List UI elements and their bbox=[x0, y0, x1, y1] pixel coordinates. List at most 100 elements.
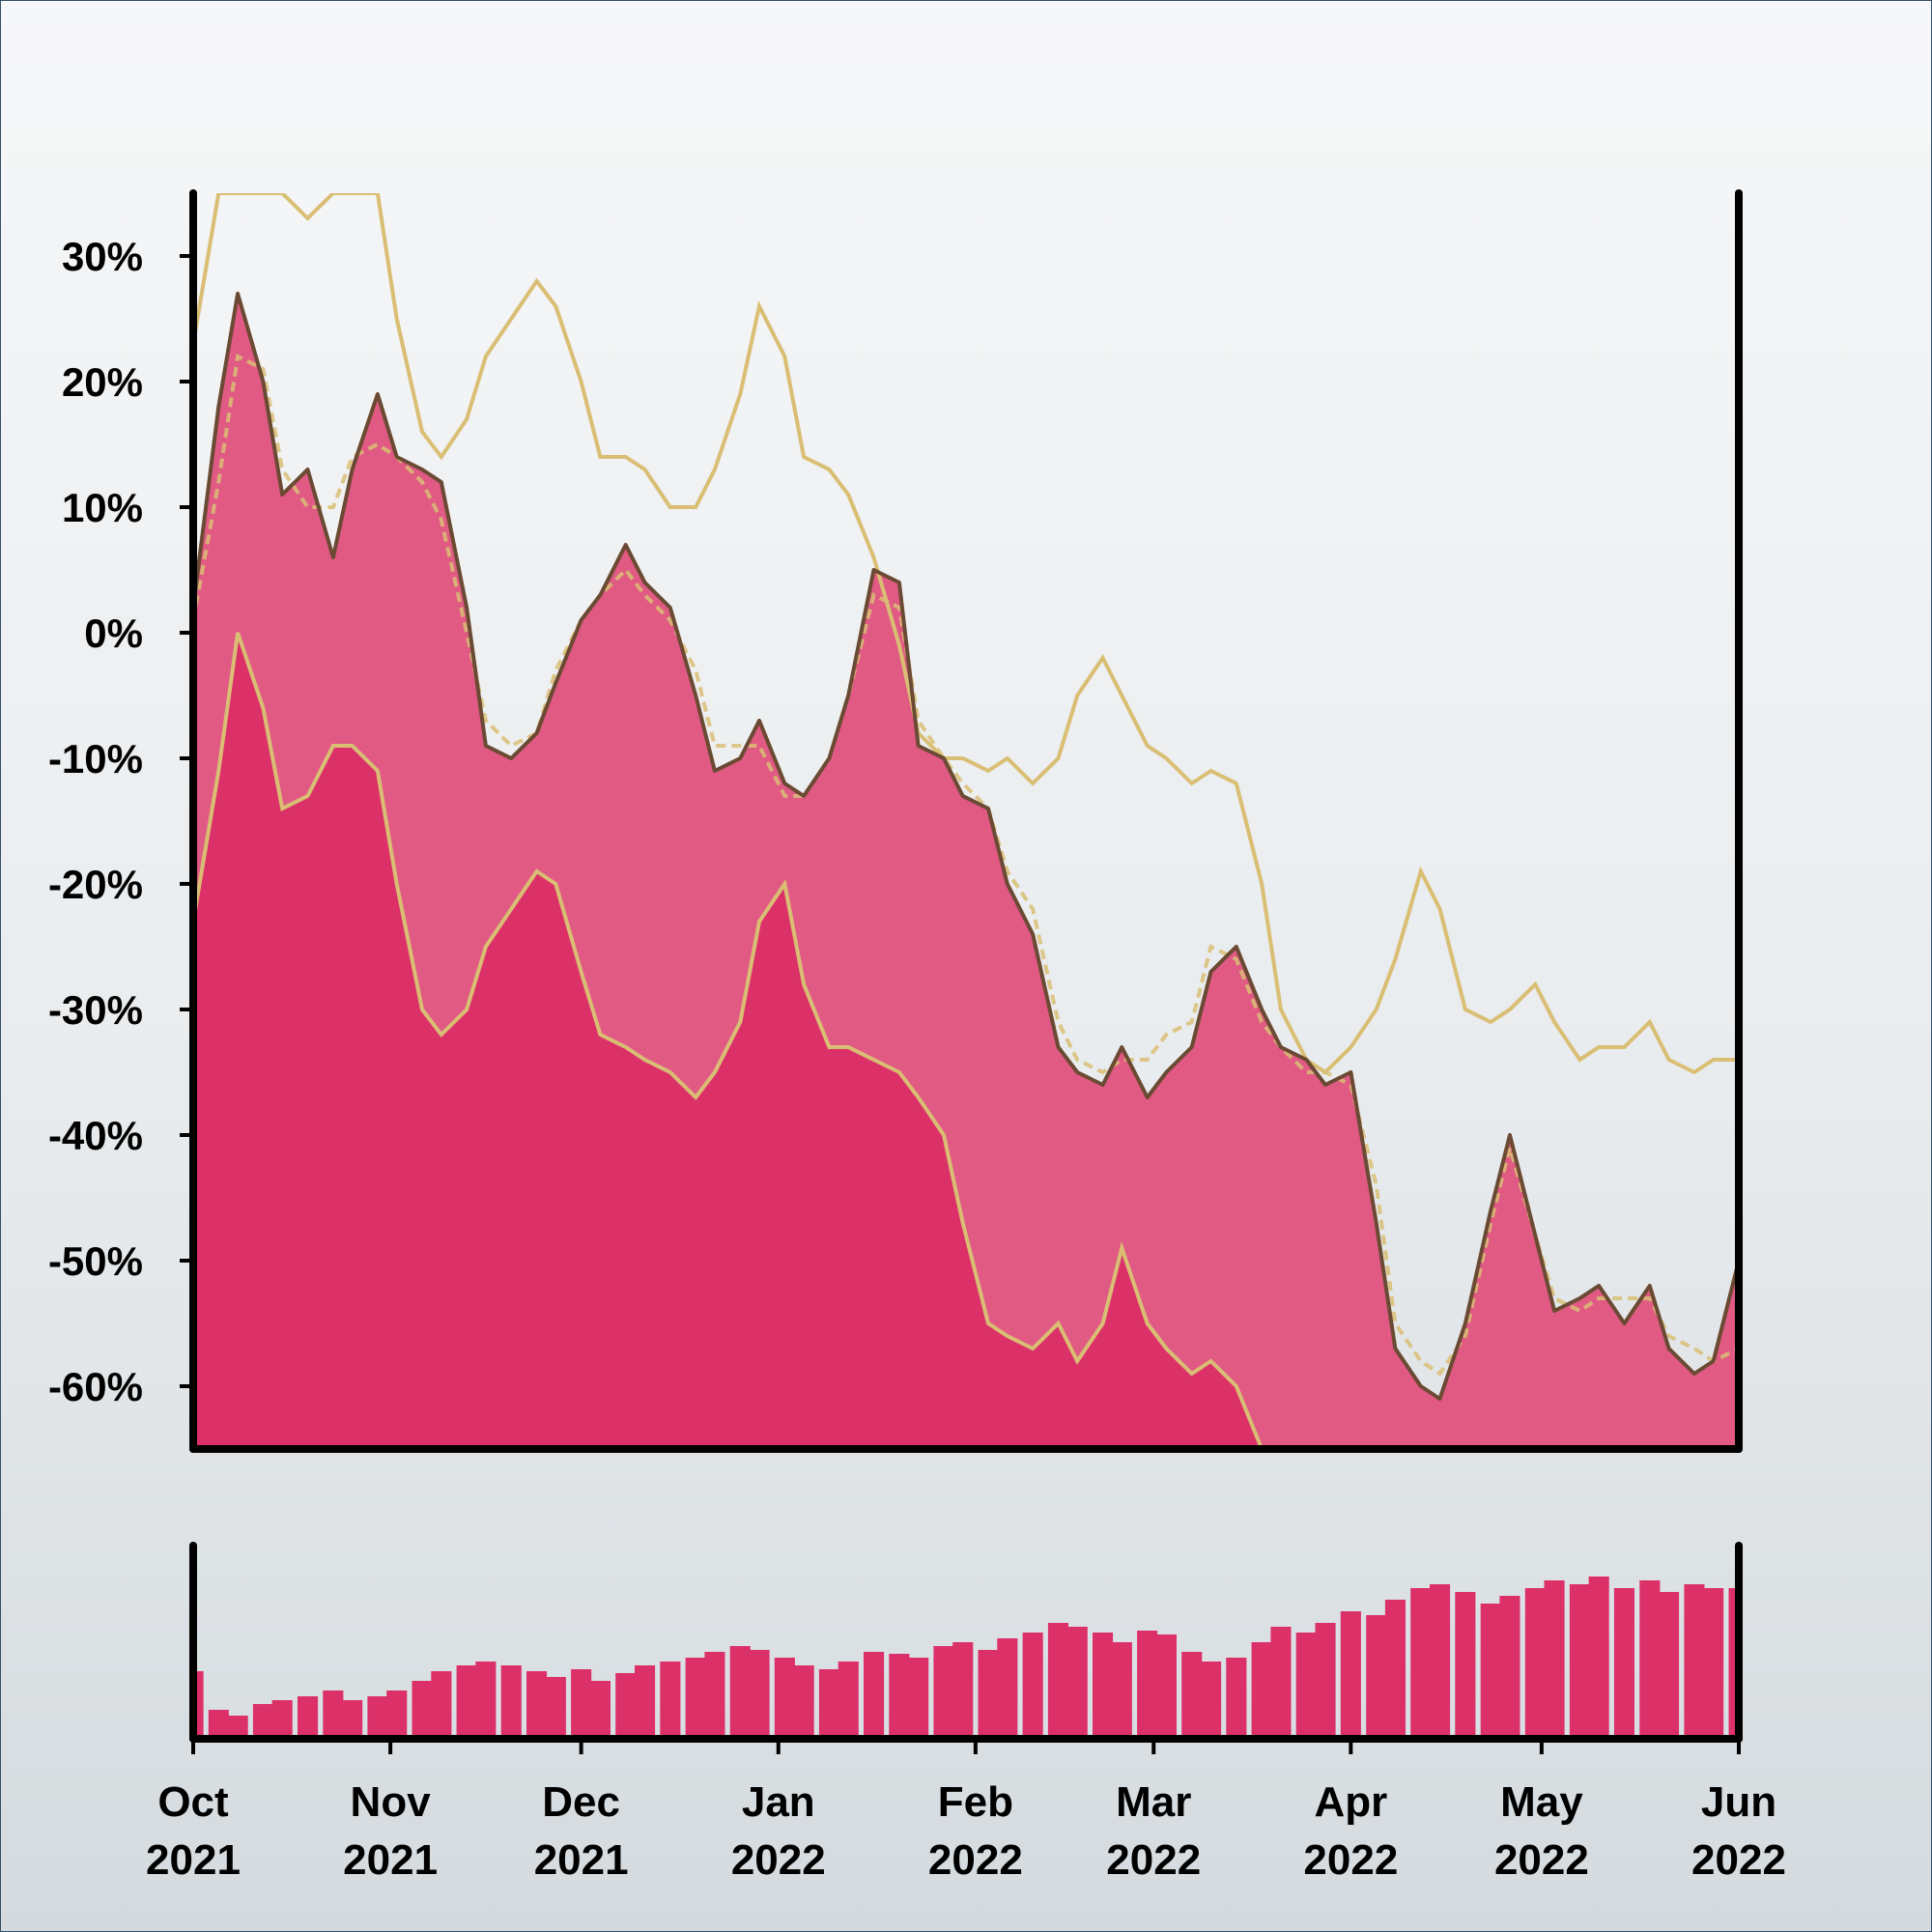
volume-bar bbox=[1047, 1623, 1068, 1739]
volume-bar bbox=[1728, 1588, 1739, 1739]
volume-bar bbox=[1022, 1633, 1043, 1739]
volume-bar bbox=[704, 1652, 725, 1739]
y-tick-label: -40% bbox=[48, 1113, 143, 1158]
volume-bar bbox=[978, 1650, 999, 1739]
volume-bar bbox=[1270, 1627, 1292, 1739]
volume-bar bbox=[1410, 1588, 1432, 1739]
volume-bar bbox=[908, 1658, 929, 1739]
volume-bar bbox=[1544, 1580, 1565, 1739]
volume-bar bbox=[1613, 1588, 1634, 1739]
volume-bar bbox=[1181, 1652, 1203, 1739]
volume-bar bbox=[526, 1671, 548, 1739]
x-tick-label-year: 2021 bbox=[146, 1836, 241, 1884]
close-line bbox=[193, 292, 1739, 1401]
volume-bar bbox=[997, 1638, 1018, 1739]
y-tick-label: 30% bbox=[62, 234, 143, 279]
volume-bar bbox=[1226, 1658, 1247, 1739]
volume-bar bbox=[1066, 1627, 1088, 1739]
x-tick-label-year: 2022 bbox=[1494, 1836, 1589, 1884]
volume-bar bbox=[660, 1662, 681, 1739]
volume-bar bbox=[1524, 1588, 1546, 1739]
volume-bar bbox=[1093, 1633, 1114, 1739]
volume-bar bbox=[1366, 1615, 1387, 1739]
volume-bar bbox=[386, 1690, 408, 1739]
volume-bar bbox=[475, 1662, 497, 1739]
x-axis-labels: Oct 2021 Nov 2021 Dec 2021 Jan 2022 Feb 2022 Mar 20… bbox=[146, 1778, 1786, 1884]
volume-bar bbox=[774, 1658, 795, 1739]
volume-bar bbox=[889, 1654, 910, 1739]
volume-bar bbox=[367, 1696, 388, 1739]
volume-bar bbox=[1111, 1642, 1132, 1739]
lower-band-line bbox=[193, 632, 1515, 1449]
volume-bar bbox=[1201, 1662, 1222, 1739]
volume-bar bbox=[589, 1681, 611, 1739]
volume-bar bbox=[571, 1669, 592, 1739]
y-tick-label: -50% bbox=[48, 1238, 143, 1284]
volume-bar bbox=[793, 1665, 814, 1739]
volume-bar bbox=[1384, 1600, 1406, 1739]
lower-band-area bbox=[193, 633, 1739, 1449]
volume-bar bbox=[271, 1700, 293, 1739]
x-tick-label-month: Jan bbox=[742, 1778, 815, 1826]
volume-bar bbox=[615, 1673, 637, 1739]
volume-bar bbox=[323, 1690, 344, 1739]
x-tick-label-year: 2021 bbox=[343, 1836, 438, 1884]
volume-bar bbox=[208, 1710, 229, 1739]
x-tick-label-month: May bbox=[1500, 1778, 1583, 1826]
volume-bar bbox=[1588, 1577, 1609, 1739]
y-tick-label: 20% bbox=[62, 359, 143, 405]
volume-bar bbox=[818, 1669, 839, 1739]
x-tick-label-year: 2022 bbox=[1303, 1836, 1398, 1884]
volume-bar bbox=[729, 1646, 751, 1739]
volume-bar bbox=[1499, 1596, 1520, 1739]
x-tick-label-month: Oct bbox=[157, 1778, 229, 1826]
volume-bar bbox=[1455, 1592, 1476, 1739]
volume-bar bbox=[933, 1646, 954, 1739]
axes bbox=[180, 189, 1743, 1754]
volume-bar bbox=[1137, 1631, 1158, 1739]
volume-bar bbox=[1684, 1584, 1705, 1739]
moving-average-line bbox=[193, 353, 1739, 1377]
x-tick-label-month: Nov bbox=[351, 1778, 432, 1826]
volume-bar bbox=[545, 1677, 566, 1739]
volume-bar bbox=[1430, 1584, 1451, 1739]
volume-bar bbox=[1569, 1584, 1590, 1739]
volume-bar bbox=[864, 1652, 885, 1739]
volume-bar bbox=[1639, 1580, 1661, 1739]
x-tick-label-year: 2022 bbox=[731, 1836, 826, 1884]
volume-bar bbox=[1659, 1592, 1680, 1739]
volume-bar bbox=[1340, 1611, 1361, 1739]
volume-bar bbox=[635, 1665, 656, 1739]
y-tick-label: 0% bbox=[84, 611, 143, 656]
volume-bar bbox=[298, 1696, 319, 1739]
x-tick-label-month: Mar bbox=[1116, 1778, 1191, 1826]
volume-bar bbox=[431, 1671, 452, 1739]
upper-band-line bbox=[193, 193, 1739, 1075]
volume-bar bbox=[227, 1716, 248, 1739]
volume-bar bbox=[1155, 1634, 1177, 1739]
volume-bar bbox=[193, 1671, 204, 1739]
volume-bar bbox=[685, 1658, 706, 1739]
volume-bar bbox=[952, 1642, 974, 1739]
volume-bar bbox=[1315, 1623, 1336, 1739]
volume-bar bbox=[412, 1681, 433, 1739]
volume-bar bbox=[500, 1665, 522, 1739]
y-axis-labels: 30% 20% 10% 0% -10% -20% -30% -40% -50% -60% bbox=[48, 234, 143, 1409]
x-tick-label-year: 2022 bbox=[928, 1836, 1023, 1884]
volume-bar bbox=[1251, 1642, 1272, 1739]
y-tick-label: 10% bbox=[62, 485, 143, 530]
volume-bar bbox=[252, 1704, 273, 1739]
volume-bar bbox=[342, 1700, 363, 1739]
price-panel bbox=[193, 193, 1739, 1449]
y-tick-label: -20% bbox=[48, 862, 143, 907]
volume-bar bbox=[456, 1665, 477, 1739]
x-tick-label-month: Feb bbox=[938, 1778, 1013, 1826]
volume-bar bbox=[1295, 1633, 1317, 1739]
volume-bar bbox=[838, 1662, 859, 1739]
volume-bar bbox=[1480, 1604, 1501, 1739]
x-tick-label-year: 2022 bbox=[1691, 1836, 1786, 1884]
x-tick-label-month: Apr bbox=[1314, 1778, 1387, 1826]
x-tick-label-month: Dec bbox=[542, 1778, 620, 1826]
y-tick-label: -60% bbox=[48, 1364, 143, 1409]
